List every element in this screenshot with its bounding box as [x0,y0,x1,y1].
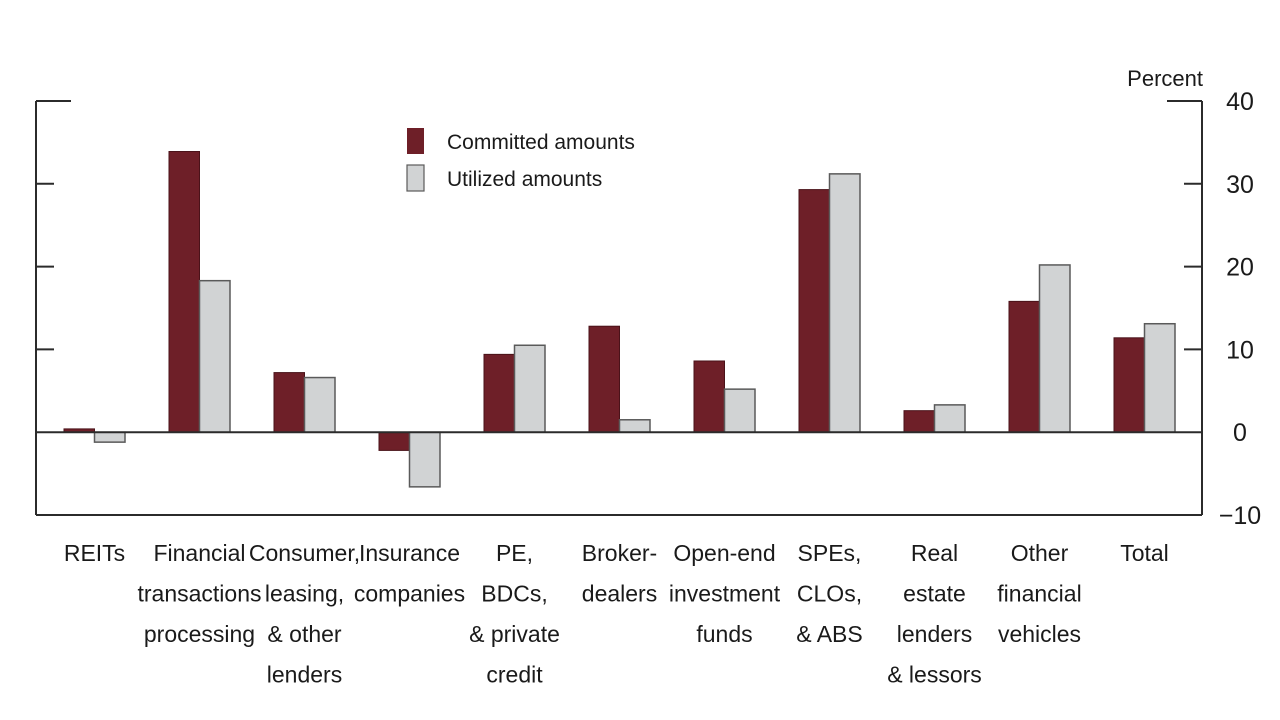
category-label-line: CLOs, [797,581,862,607]
category-label-line: lenders [897,621,972,647]
bar-committed [588,325,620,433]
category-labels: REITs Financial transactions processingCons… [64,540,1169,688]
bar-committed [798,189,830,433]
category-label-line: BDCs, [481,581,547,607]
bar-utilized [1038,264,1071,433]
bar-committed [1008,300,1040,433]
category-label-line: & private [469,621,560,647]
category-label-line: lenders [267,662,342,688]
category-label-line: vehicles [998,621,1081,647]
bar-utilized [1143,322,1176,433]
category-label-line: Financial [153,540,245,566]
axes [35,101,1203,516]
category-label: Other financial vehicles [997,540,1081,647]
bar-utilized [408,431,441,488]
category-label: Insurance companies [354,540,465,607]
bar-utilized [303,376,336,433]
y-axis-unit-label: Percent [1127,66,1203,91]
bar-committed [693,360,725,433]
category-label-line: companies [354,581,465,607]
bar-utilized [828,173,861,433]
category-label-line: leasing, [265,581,344,607]
category-label-line: transactions [137,581,261,607]
category-label-line: processing [144,621,255,647]
bar-utilized [93,431,126,443]
y-tick-label: 40 [1226,88,1254,116]
category-label-line: SPEs, [798,540,862,566]
category-label-line: Other [1011,540,1069,566]
bar-utilized [198,279,231,433]
category-label: REITs [64,540,125,566]
legend-label: Utilized amounts [447,168,602,191]
y-tick-label: 10 [1226,336,1254,364]
y-tick-label: 20 [1226,254,1254,282]
bar-committed [483,353,515,433]
category-label-line: & other [267,621,341,647]
y-tick-label: −10 [1219,502,1261,530]
bar-committed [1113,337,1145,433]
bar-committed [378,431,410,451]
y-tick-label: 30 [1226,171,1254,199]
category-label-line: dealers [582,581,657,607]
category-label-line: & lessors [887,662,982,688]
legend-swatch-utilized [406,164,425,192]
legend: Committed amounts Utilized amounts [406,128,635,192]
category-label: Total [1120,540,1169,566]
bar-committed [903,410,935,433]
y-ticks: −10 0 10 20 30 40 [36,88,1261,530]
bar-utilized [513,344,546,433]
category-label-line: Open-end [673,540,775,566]
category-label-line: Total [1120,540,1169,566]
category-label: Real estate lenders & lessors [887,540,982,688]
category-label-line: financial [997,581,1081,607]
category-label-line: REITs [64,540,125,566]
bar-utilized [618,419,651,433]
category-label-line: Consumer, [249,540,360,566]
category-label-line: credit [486,662,543,688]
category-label-line: Real [911,540,958,566]
category-label: Financial transactions processing [137,540,261,647]
category-label: Broker-dealers [582,540,657,607]
category-label-line: estate [903,581,966,607]
legend-label: Committed amounts [447,131,635,154]
bar-utilized [723,388,756,433]
category-label-line: PE, [496,540,533,566]
bar-committed [168,151,200,433]
category-label-line: & ABS [796,621,862,647]
category-label-line: funds [696,621,752,647]
legend-swatch-committed [407,128,424,154]
category-label: PE, BDCs, & private credit [469,540,560,688]
category-label-line: Insurance [359,540,460,566]
bar-utilized [933,404,966,433]
y-tick-label: 0 [1233,419,1247,447]
bars [36,151,1202,488]
category-label: Consumer, leasing, & other lenders [249,540,360,688]
category-label: Open-end investment funds [669,540,781,647]
category-label-line: investment [669,581,781,607]
bar-committed [273,372,305,433]
category-label-line: Broker- [582,540,657,566]
category-label: SPEs, CLOs, & ABS [796,540,862,647]
